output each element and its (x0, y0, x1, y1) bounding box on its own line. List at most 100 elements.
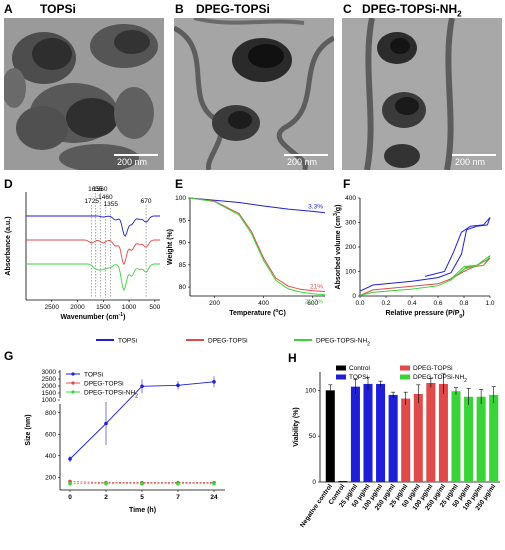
tem-image-topsi-svg (4, 18, 164, 170)
h-legend-swatch (336, 365, 346, 371)
h-legend-label: TOPSi (349, 374, 368, 381)
scale-bar-c (452, 154, 496, 156)
d-x-tick-label: 2000 (70, 304, 85, 311)
h-legend-label: DPEG-TOPSi (413, 365, 453, 372)
h-x-tick-label: Negative control (299, 483, 334, 529)
e-x-tick-label: 400 (258, 300, 269, 307)
e-y-tick-label: 100 (175, 195, 186, 202)
e-y-tick-label: 90 (179, 240, 187, 247)
g-data-point (176, 383, 180, 388)
g-legend-label: TOPSi (84, 372, 103, 379)
g-data-point (104, 481, 108, 486)
legend-label: DPEG-TOPSi (208, 338, 248, 345)
f-isotherm-line (450, 255, 491, 280)
panel-letter-h: H (288, 351, 297, 365)
f-y-tick-label: 200 (345, 244, 356, 251)
h-x-tick-label: 100 μg/ml (462, 483, 485, 512)
d-spectrum-line (26, 263, 160, 292)
e-x-tick-label: 600 (307, 300, 318, 307)
d-x-label: Wavenumber (cm-1) (61, 312, 126, 321)
h-x-tick-label: 50 μg/ml (401, 483, 422, 509)
g-data-point (104, 421, 108, 426)
h-x-tick-label: 50 μg/ml (451, 483, 472, 509)
panel-letter-b: B (175, 2, 184, 16)
g-x-tick-label: 2 (104, 494, 108, 501)
g-data-point (176, 481, 180, 486)
g-y-tick-label: 1000 (42, 397, 57, 404)
tem-image-topsi: 200 nm (4, 18, 164, 170)
g-x-tick-label: 5 (140, 494, 144, 501)
e-y-tick-label: 95 (179, 217, 187, 224)
g-x-label: Time (h) (129, 507, 156, 514)
g-y-tick-label: 2000 (42, 383, 57, 390)
h-y-label: Viability (%) (293, 407, 300, 447)
g-x-tick-label: 7 (176, 494, 180, 501)
h-bar (376, 383, 386, 482)
scale-label-c: 200 nm (455, 157, 486, 167)
legend-label: DPEG-TOPSi-NH2 (316, 338, 370, 348)
h-y-tick-label: 50 (309, 433, 317, 440)
e-x-tick-label: 200 (209, 300, 220, 307)
g-y-tick-label: 800 (45, 410, 56, 417)
g-series-line (69, 381, 215, 460)
e-series-line (189, 197, 326, 296)
f-x-tick-label: 0.4 (407, 300, 416, 307)
panel-letter-g: G (4, 349, 13, 363)
h-legend-swatch (400, 374, 410, 380)
h-bar (476, 396, 486, 482)
h-bar (388, 394, 398, 482)
panel-letter-f: F (343, 177, 350, 191)
f-isotherm-line (450, 257, 491, 279)
panel-letter-e: E (175, 177, 183, 191)
g-data-point (140, 480, 144, 485)
g-y-tick-label: 2500 (42, 376, 57, 383)
f-y-tick-label: 0 (352, 293, 356, 300)
g-legend-label: DPEG-TOPSi (84, 381, 124, 388)
g-y-tick-label: 400 (45, 453, 56, 460)
h-x-tick-label: Control (328, 483, 347, 506)
h-x-tick-label: 50 μg/ml (351, 483, 372, 509)
panel-c-title-text: DPEG-TOPSi-NH (362, 2, 458, 16)
f-isotherm-line (359, 217, 491, 292)
d-peak-label: 1655 (88, 186, 103, 193)
panel-letter-a: A (4, 2, 13, 16)
tem-image-dpeg: 200 nm (174, 18, 334, 170)
h-x-tick-label: 250 μg/ml (424, 483, 447, 512)
d-peak-label: 1355 (104, 201, 119, 208)
g-y-label: Size (nm) (25, 414, 32, 445)
d-peak-label: 1725 (84, 198, 99, 205)
e-annotation: 21.7% (305, 299, 324, 306)
g-data-point (212, 480, 216, 485)
panel-b-title: DPEG-TOPSi (196, 2, 270, 16)
panel-a-title: TOPSi (40, 2, 76, 16)
g-legend-label: DPEG-TOPSi-NH2 (84, 390, 138, 400)
f-x-tick-label: 0.8 (459, 300, 468, 307)
scale-bar-a (114, 154, 158, 156)
h-x-tick-label: 25 μg/ml (439, 483, 460, 509)
h-x-tick-label: 25 μg/ml (338, 483, 359, 509)
d-y-label: Absorbance (a.u.) (5, 216, 12, 275)
f-x-tick-label: 0.2 (381, 300, 390, 307)
tem-image-dpeg-nh2: 200 nm (342, 18, 502, 170)
g-y-tick-label: 600 (45, 431, 56, 438)
panel-letter-d: D (4, 177, 13, 191)
g-y-tick-label: 1500 (42, 390, 57, 397)
d-peak-label: 1460 (98, 194, 113, 201)
f-y-tick-label: 100 (345, 269, 356, 276)
f-isotherm-line (359, 257, 491, 296)
e-y-label: Weight (%) (167, 229, 174, 265)
e-y-tick-label: 80 (179, 284, 187, 291)
g-data-point (140, 384, 144, 389)
e-annotation: 3.3% (308, 204, 323, 211)
e-series-line (189, 197, 326, 214)
tem-image-dpeg-svg (174, 18, 334, 170)
h-bar (401, 398, 411, 482)
panel-c-title: DPEG-TOPSi-NH2 (362, 2, 462, 18)
g-data-point (68, 479, 72, 484)
f-y-tick-label: 400 (345, 195, 356, 202)
g-x-tick-label: 24 (210, 494, 218, 501)
h-bar (413, 394, 423, 482)
g-data-point (176, 480, 180, 485)
g-data-point (212, 481, 216, 486)
d-spectrum-line (26, 215, 160, 238)
